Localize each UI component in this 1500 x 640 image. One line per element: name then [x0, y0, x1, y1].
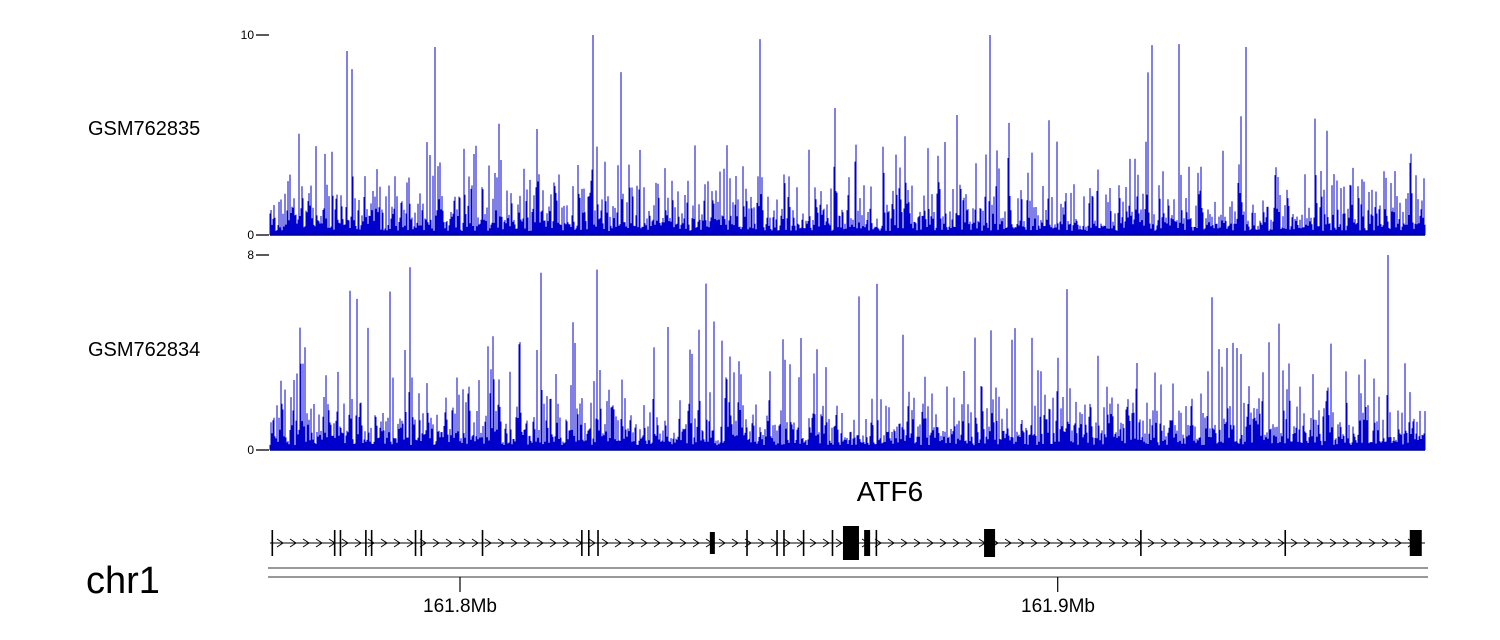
ytick-track1-zero: 0 [247, 228, 254, 242]
track-label-gsm762835: GSM762835 [88, 118, 201, 140]
ruler-tick-label-161-8mb: 161.8Mb [423, 596, 497, 617]
gene-name-label: ATF6 [856, 476, 924, 507]
track-label-gsm762834: GSM762834 [88, 339, 201, 361]
ytick-track2-zero: 0 [247, 443, 254, 457]
ruler-tick-label-161-9mb: 161.9Mb [1021, 596, 1095, 617]
chromosome-label: chr1 [86, 560, 160, 602]
ytick-track2-max: 8 [247, 248, 254, 262]
ytick-track1-max: 10 [240, 28, 254, 42]
